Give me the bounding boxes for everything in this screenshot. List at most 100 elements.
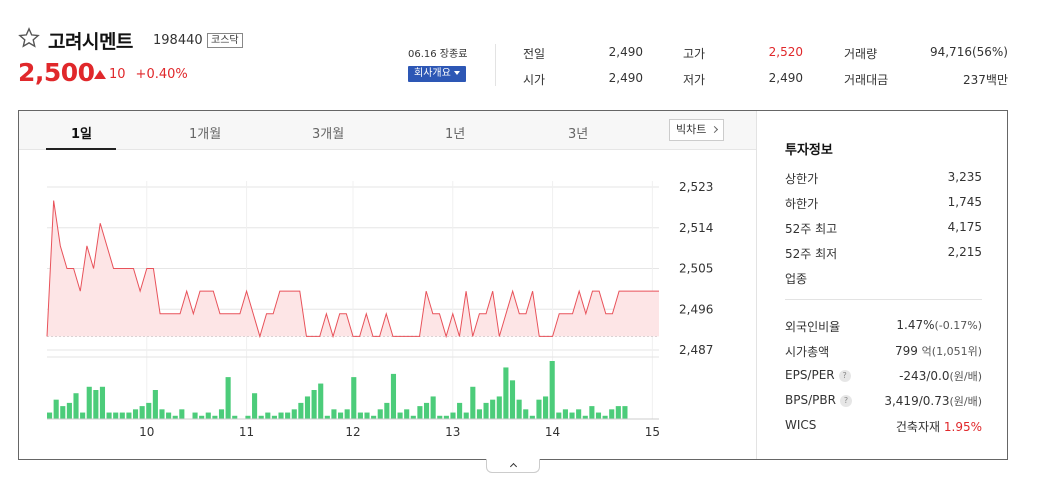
volume-bar <box>331 409 337 419</box>
x-tick-label: 13 <box>445 425 460 439</box>
volume-bar <box>265 412 271 419</box>
volume-bar <box>437 415 443 419</box>
eps-per-label: EPS/PER? <box>785 368 851 382</box>
volume-bar <box>536 399 542 419</box>
y-tick-label: 2,514 <box>679 221 713 235</box>
volume-bar <box>311 390 317 419</box>
high-value: 2,520 <box>768 45 803 59</box>
volume-bar <box>47 412 53 419</box>
volume-bar <box>304 396 311 419</box>
wics-sector: 건축자재 <box>895 420 941 434</box>
volume-bar <box>490 399 496 419</box>
volume-bar <box>397 412 403 419</box>
bps-pbr-label: BPS/PBR? <box>785 393 852 407</box>
prev-close-label: 전일 <box>523 47 546 61</box>
volume-bar <box>338 412 344 419</box>
volume-bar <box>423 402 430 419</box>
volume-bar <box>589 406 595 419</box>
volume-bar <box>509 380 516 419</box>
foreign-ratio-value: 1.47%(-0.17%) <box>896 318 982 332</box>
volume-bar <box>622 406 628 419</box>
bps-pbr-text: BPS/PBR <box>785 393 836 407</box>
company-overview-button[interactable]: 회사개요 <box>408 66 466 82</box>
volume-bar <box>271 415 277 419</box>
big-chart-button[interactable]: 빅차트 <box>669 119 725 141</box>
wics-change: 1.95% <box>943 420 982 434</box>
y-tick-label: 2,505 <box>679 262 713 276</box>
volume-bar <box>291 409 297 419</box>
volume-bar <box>159 409 165 419</box>
y-tick-label: 2,487 <box>679 343 713 357</box>
tab-3year[interactable]: 3년 <box>568 127 589 142</box>
volume-bar <box>470 386 476 419</box>
bps-pbr-unit: (원/배) <box>949 395 982 408</box>
volume-bar <box>298 402 304 419</box>
volume-bar <box>80 412 86 419</box>
industry-label[interactable]: 업종 <box>785 272 808 286</box>
volume-bar <box>205 412 211 419</box>
market-cap-number: 799 <box>894 344 918 358</box>
turnover-value: 237백만 <box>963 73 1008 87</box>
help-icon[interactable]: ? <box>838 370 851 382</box>
volume-bar <box>377 409 383 419</box>
change-percent: +0.40% <box>135 67 188 82</box>
x-tick-label: 11 <box>239 425 254 439</box>
volume-bar <box>357 412 363 419</box>
volume-bar <box>218 409 225 419</box>
tab-3month[interactable]: 3개월 <box>312 127 345 142</box>
high52-value: 4,175 <box>947 220 982 234</box>
market-cap-unit: 억 <box>921 345 932 358</box>
volume-bar <box>450 412 456 419</box>
help-icon[interactable]: ? <box>839 395 852 407</box>
chevron-up-icon <box>509 462 518 471</box>
volume-bar <box>132 409 139 419</box>
change-amount: 10 <box>109 67 126 82</box>
tab-1month[interactable]: 1개월 <box>189 127 222 142</box>
volume-bar <box>278 412 284 419</box>
info-separator <box>785 299 982 300</box>
x-tick-label: 15 <box>645 425 660 439</box>
volume-bar <box>60 406 66 419</box>
volume-bar <box>73 393 79 419</box>
volume-bar <box>212 415 218 419</box>
volume-bar <box>562 409 568 419</box>
volume-bar <box>285 412 291 419</box>
header-divider <box>495 44 496 86</box>
active-tab-indicator <box>46 148 116 150</box>
volume-bar <box>225 377 231 419</box>
y-tick-label: 2,496 <box>679 302 713 316</box>
wics-value[interactable]: 건축자재 1.95% <box>896 418 982 435</box>
volume-bar <box>364 412 370 419</box>
high-label: 고가 <box>683 47 706 61</box>
volume-bar <box>146 402 152 419</box>
volume-bar <box>576 409 582 419</box>
volume-bar <box>523 409 529 419</box>
big-chart-label: 빅차트 <box>676 123 707 136</box>
market-cap-label: 시가총액 <box>785 345 830 359</box>
volume-bar <box>258 415 264 419</box>
volume-bar <box>417 406 423 419</box>
wics-label: WICS <box>785 418 817 432</box>
volume-bar <box>609 409 615 419</box>
tab-1day[interactable]: 1일 <box>71 127 93 142</box>
volume-bar <box>476 409 482 419</box>
market-status: 06.16 장종료 <box>408 49 468 60</box>
x-tick-label: 12 <box>345 425 360 439</box>
volume-bar <box>99 386 106 419</box>
open-value: 2,490 <box>608 71 643 85</box>
volume-bar <box>53 399 59 419</box>
volume-bar <box>582 415 588 419</box>
volume-bar <box>457 402 463 419</box>
volume-bar <box>443 415 449 419</box>
foreign-ratio-change: (-0.17%) <box>934 319 983 332</box>
volume-bar <box>179 409 185 419</box>
panel-divider <box>756 111 757 459</box>
collapse-chart-button[interactable] <box>486 459 540 473</box>
volume-bar <box>410 415 416 419</box>
tab-1year[interactable]: 1년 <box>445 127 466 142</box>
eps-per-text: EPS/PER <box>785 368 835 382</box>
y-tick-label: 2,523 <box>679 180 713 194</box>
volume-bar <box>483 402 489 419</box>
favorite-star-icon[interactable] <box>18 27 40 49</box>
market-cap-value: 799 억(1,051위) <box>895 343 982 359</box>
